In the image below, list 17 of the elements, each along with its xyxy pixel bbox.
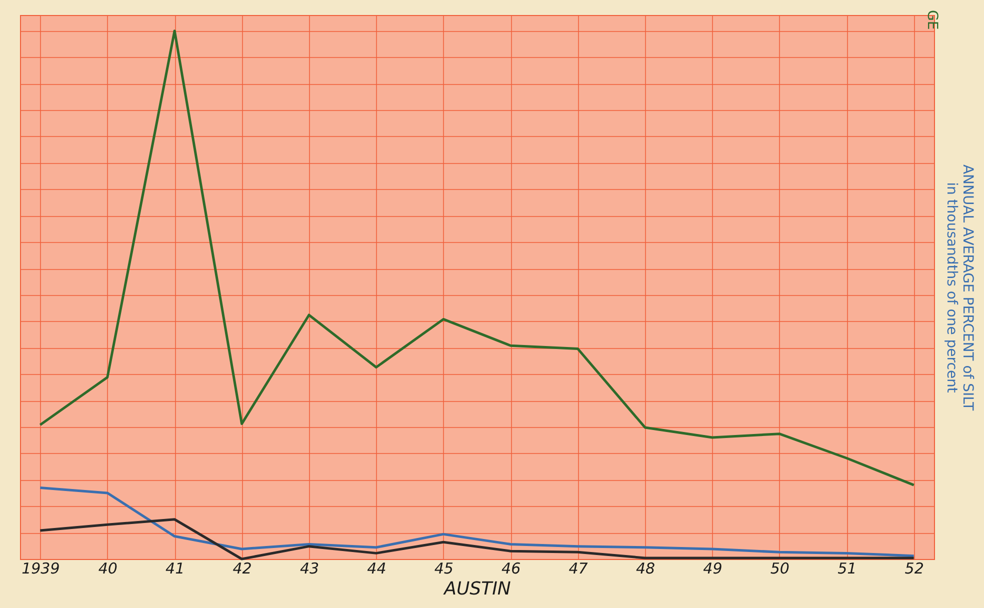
- y2-axis-title: ANNUAL AVERAGE PERCENT of SILT in thousandths of one percent: [944, 164, 976, 412]
- x-tick-label: 42: [232, 560, 252, 578]
- x-tick-label: 52: [904, 560, 924, 578]
- x-tick-label: 46: [502, 560, 521, 578]
- x-tick-label: 41: [166, 560, 185, 578]
- x-tick-label: 47: [568, 560, 588, 578]
- x-tick-label: 48: [636, 560, 656, 578]
- x-tick-label: 43: [300, 560, 320, 578]
- x-axis-title: AUSTIN: [443, 578, 511, 600]
- x-tick-label: 49: [703, 560, 722, 578]
- x-tick-label: 40: [98, 560, 118, 578]
- x-tick-label: 44: [367, 560, 386, 578]
- text: GE: [924, 10, 940, 30]
- x-tick-label: 45: [434, 560, 454, 578]
- x-tick-label: 50: [770, 560, 790, 578]
- x-tick-label: 51: [838, 560, 857, 578]
- x-tick-label: 1939: [22, 560, 60, 578]
